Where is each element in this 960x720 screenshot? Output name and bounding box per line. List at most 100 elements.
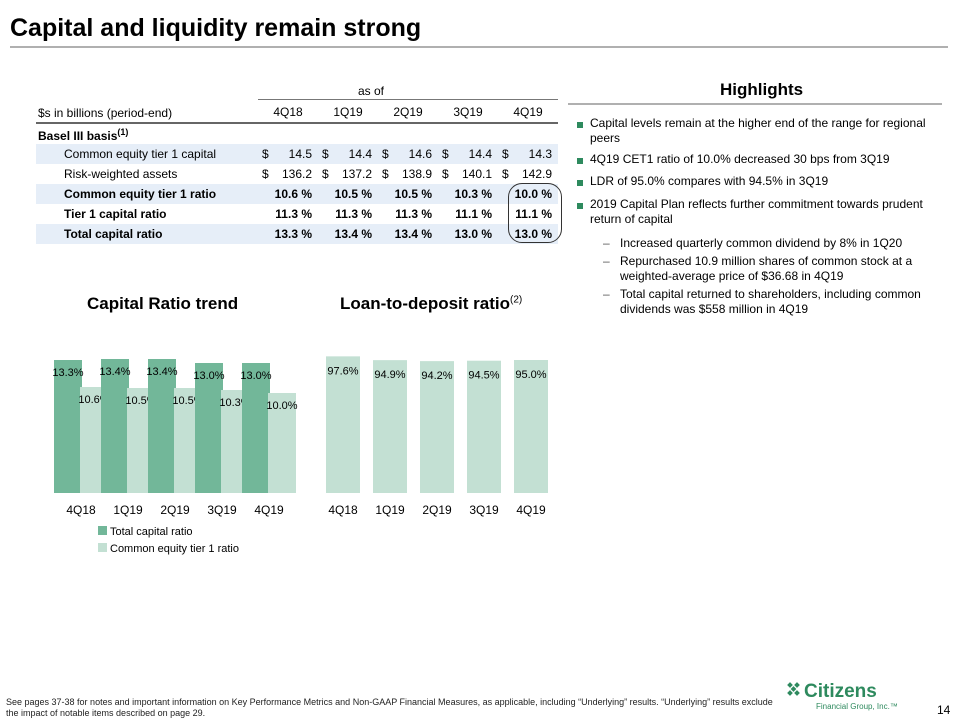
dollar-sign: $ (442, 167, 449, 181)
page-title: Capital and liquidity remain strong (10, 14, 422, 42)
table-col-header: 2Q19 (393, 105, 423, 119)
bar-data-label: 13.4% (99, 366, 130, 378)
bar-data-label: 13.0% (240, 370, 271, 382)
legend-swatch (98, 543, 107, 552)
bar-data-label: 95.0% (515, 369, 546, 381)
dollar-sign: $ (502, 147, 509, 161)
table-row-label: Common equity tier 1 capital (64, 147, 217, 161)
footnote: See pages 37-38 for notes and important … (6, 697, 773, 718)
x-tick-label: 1Q19 (113, 503, 143, 517)
x-tick-label: 2Q19 (422, 503, 452, 517)
dollar-sign: $ (442, 147, 449, 161)
highlights-title: Highlights (720, 80, 804, 99)
table-col-header: 4Q19 (513, 105, 543, 119)
dollar-sign: $ (502, 167, 509, 181)
x-tick-label: 4Q19 (254, 503, 284, 517)
x-tick-label: 2Q19 (160, 503, 190, 517)
table-row: Common equity tier 1 ratio 10.6 % 10.5 % 10… (36, 184, 558, 204)
table-cell: 140.1 (461, 167, 492, 181)
title-divider (10, 46, 948, 48)
ldr-chart: 97.6% 4Q18 94.9% 1Q19 94.2% 2Q19 94.5% 3Q19 95.0… (326, 356, 548, 517)
table-cell: 10.3 % (454, 187, 492, 201)
bullet-icon (577, 158, 583, 164)
as-of-divider (258, 99, 558, 100)
total-capital-bar (195, 363, 223, 493)
highlight-subitem: Increased quarterly common dividend by 8… (620, 236, 903, 250)
table-row: Risk-weighted assets $136.2 $137.2 $138.9 $1… (36, 164, 558, 184)
bullet-icon (577, 122, 583, 128)
table-cell: 11.3 % (395, 207, 432, 221)
total-capital-bar (242, 363, 270, 493)
table-row: Tier 1 capital ratio 11.3 % 11.3 % 11.3 % 11… (36, 204, 558, 224)
table-cell: 10.5 % (394, 187, 432, 201)
table-cell: 13.4 % (334, 227, 372, 241)
table-col-header: 4Q18 (273, 105, 303, 119)
table-row-label: Risk-weighted assets (64, 167, 178, 181)
ldr-bar (420, 361, 454, 493)
bullet-icon (577, 203, 583, 209)
ldr-bar (467, 360, 501, 493)
dollar-sign: $ (262, 167, 269, 181)
table-cell: 11.3 % (335, 207, 372, 221)
table-row-label: Total capital ratio (64, 227, 163, 241)
table-cell: 11.1 % (455, 207, 492, 221)
dollar-sign: $ (382, 167, 389, 181)
table-cell: 10.6 % (274, 187, 312, 201)
total-capital-bar (148, 359, 176, 493)
ldr-bar (373, 360, 407, 493)
table-cell: 13.0 % (514, 227, 552, 241)
x-tick-label: 1Q19 (375, 503, 405, 517)
table-cell: 14.6 (408, 147, 432, 161)
table-cell: 10.5 % (334, 187, 372, 201)
table-cell: 136.2 (281, 167, 312, 181)
table-cell: 13.3 % (274, 227, 312, 241)
table-row: Common equity tier 1 capital $14.5 $14.4 $1… (36, 144, 558, 164)
bar-data-label: 13.3% (52, 367, 83, 379)
table-cell: 137.2 (341, 167, 372, 181)
dollar-sign: $ (322, 147, 329, 161)
table-cell: 11.1 % (515, 207, 552, 221)
highlight-subitem: Repurchased 10.9 million shares of commo… (620, 254, 913, 283)
x-tick-label: 3Q19 (207, 503, 237, 517)
bar-data-label: 10.0% (266, 400, 297, 412)
table-cell: 14.3 (528, 147, 552, 161)
x-tick-label: 4Q18 (328, 503, 358, 517)
page-number: 14 (937, 703, 951, 717)
logo-name: Citizens (804, 681, 877, 702)
table-col-header: 3Q19 (453, 105, 483, 119)
table-cell: 13.0 % (454, 227, 492, 241)
dollar-sign: $ (382, 147, 389, 161)
table-row-header: $s in billions (period-end) (38, 106, 173, 120)
citizens-logo-icon (787, 682, 800, 696)
table-cell: 13.4 % (394, 227, 432, 241)
bar-data-label: 97.6% (327, 365, 358, 377)
highlight-item: LDR of 95.0% compares with 94.5% in 3Q19 (590, 174, 829, 188)
total-capital-bar (101, 359, 129, 493)
table-col-header: 1Q19 (333, 105, 363, 119)
highlight-item: 4Q19 CET1 ratio of 10.0% decreased 30 bp… (590, 152, 890, 166)
bar-data-label: 94.2% (421, 370, 452, 382)
ldr-chart-title: Loan-to-deposit ratio(2) (340, 294, 523, 313)
table-cell: 14.4 (348, 147, 372, 161)
bar-data-label: 94.5% (468, 370, 499, 382)
table-cell: 142.9 (521, 167, 552, 181)
bar-data-label: 13.4% (146, 366, 177, 378)
dash-icon: – (603, 254, 610, 268)
logo-subtitle: Financial Group, Inc.™ (816, 702, 898, 711)
bar-data-label: 13.0% (193, 370, 224, 382)
table-as-of: as of (358, 84, 385, 98)
legend-label: Common equity tier 1 ratio (110, 543, 239, 555)
table-cell: 10.0 % (514, 187, 552, 201)
table-row-label: Tier 1 capital ratio (64, 207, 167, 221)
bar-data-label: 94.9% (374, 369, 405, 381)
cet1-bar (268, 393, 296, 493)
citizens-logo: Citizens Financial Group, Inc.™ (787, 681, 898, 711)
table-row: Total capital ratio 13.3 % 13.4 % 13.4 % 13.… (36, 224, 558, 244)
highlights-divider (568, 103, 942, 105)
table-row-label: Common equity tier 1 ratio (64, 187, 217, 201)
total-capital-bar (54, 360, 82, 493)
ldr-bar (326, 356, 360, 493)
legend-swatch (98, 526, 107, 535)
x-tick-label: 4Q18 (66, 503, 96, 517)
x-tick-label: 3Q19 (469, 503, 499, 517)
